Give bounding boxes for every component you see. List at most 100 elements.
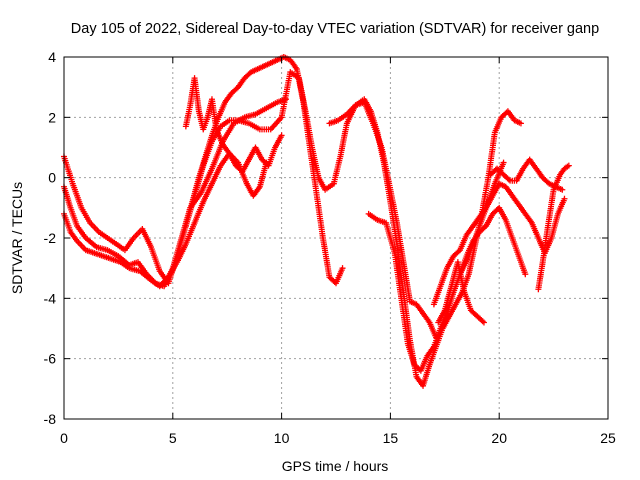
- series-track-7: [365, 204, 529, 374]
- data-point-dense: [420, 363, 432, 387]
- data-point-dense: [323, 181, 336, 192]
- data-point-dense: [183, 104, 193, 128]
- data-point: [480, 319, 487, 326]
- data-point-dense: [383, 221, 398, 255]
- y-tick-label: 0: [48, 170, 56, 186]
- y-tick-label: -6: [44, 351, 57, 367]
- data-point-dense: [269, 115, 284, 131]
- data-point: [561, 195, 568, 202]
- data-point-dense: [427, 321, 439, 339]
- data-point-dense: [516, 255, 528, 276]
- data-point-dense: [558, 167, 567, 177]
- y-tick-label: -8: [44, 411, 57, 427]
- data-point-dense: [368, 110, 380, 134]
- data-point-dense: [209, 164, 223, 185]
- data-point-dense: [541, 175, 551, 186]
- data-point-dense: [70, 182, 84, 209]
- data-point-dense: [514, 167, 526, 182]
- data-point-dense: [254, 106, 268, 117]
- data-point-dense: [534, 167, 545, 180]
- data-point: [500, 159, 507, 166]
- x-tick-label: 5: [169, 430, 177, 446]
- data-point-dense: [337, 122, 350, 158]
- data-point-dense: [562, 163, 571, 171]
- data-point-dense: [313, 191, 326, 239]
- data-point-dense: [214, 128, 225, 146]
- data-point-dense: [492, 116, 504, 134]
- data-point-dense: [123, 236, 136, 252]
- data-point-dense: [336, 112, 349, 123]
- data-point-dense: [506, 109, 517, 122]
- data-point-dense: [547, 181, 558, 189]
- data-points: [61, 54, 572, 389]
- data-point-dense: [442, 285, 454, 312]
- data-point-dense: [551, 173, 563, 191]
- data-point-dense: [294, 68, 306, 104]
- x-tick-label: 15: [383, 430, 399, 446]
- data-point-dense: [84, 236, 99, 249]
- data-point-dense: [166, 261, 180, 279]
- data-point-dense: [453, 291, 465, 306]
- data-point-dense: [260, 157, 271, 168]
- data-point-dense: [227, 152, 238, 167]
- data-point-dense: [400, 261, 413, 303]
- data-point-dense: [381, 161, 394, 203]
- data-point-dense: [444, 254, 456, 270]
- data-point-dense: [510, 194, 521, 207]
- data-point-dense: [503, 218, 515, 239]
- series-track-10: [435, 259, 487, 326]
- data-point-dense: [198, 167, 215, 194]
- data-point-dense: [201, 182, 215, 203]
- data-point-dense: [516, 203, 528, 216]
- data-point-dense: [462, 291, 474, 312]
- data-point-dense: [192, 200, 206, 224]
- data-point-dense: [485, 131, 498, 179]
- series-track-3: [61, 150, 270, 290]
- data-point-dense: [523, 212, 534, 225]
- data-point-dense: [266, 146, 278, 167]
- data-point-dense: [307, 146, 320, 194]
- data-point-dense: [331, 155, 343, 185]
- data-point-dense: [174, 224, 189, 258]
- data-point-dense: [219, 118, 231, 129]
- data-point-dense: [431, 285, 443, 306]
- data-point-dense: [242, 70, 253, 80]
- data-point-dense: [414, 302, 425, 315]
- y-axis-label: SDTVAR / TECUs: [9, 182, 25, 294]
- data-point-dense: [405, 342, 417, 366]
- data-point-dense: [394, 222, 407, 264]
- data-point-dense: [362, 98, 373, 113]
- data-point-dense: [175, 242, 188, 264]
- data-point-dense: [412, 362, 423, 373]
- data-point-dense: [220, 122, 236, 143]
- chart-title: Day 105 of 2022, Sidereal Day-to-day VTE…: [71, 21, 599, 37]
- x-tick-label: 20: [491, 430, 507, 446]
- data-point-dense: [436, 309, 447, 324]
- data-point-dense: [282, 54, 292, 63]
- data-point-dense: [497, 181, 508, 189]
- series-track-6: [326, 96, 524, 389]
- y-tick-label: 2: [48, 109, 56, 125]
- x-tick-label: 10: [274, 430, 290, 446]
- data-point-dense: [392, 252, 404, 300]
- data-point-dense: [549, 212, 561, 239]
- data-point-dense: [229, 85, 240, 95]
- data-point: [278, 132, 285, 139]
- data-point-dense: [492, 161, 506, 185]
- data-point-dense: [273, 134, 284, 149]
- data-point-dense: [75, 239, 88, 252]
- data-point-dense: [256, 63, 266, 72]
- data-point-dense: [269, 57, 279, 66]
- data-point-dense: [477, 224, 488, 234]
- data-point-dense: [457, 233, 469, 252]
- data-point-dense: [513, 118, 523, 126]
- data-point-dense: [497, 206, 508, 222]
- data-point-dense: [367, 212, 379, 222]
- series-track-5: [182, 75, 285, 175]
- data-point-dense: [555, 197, 567, 215]
- data-point-dense: [444, 291, 456, 315]
- data-point-dense: [223, 91, 234, 104]
- data-point-dense: [279, 71, 293, 119]
- data-point-dense: [438, 267, 450, 288]
